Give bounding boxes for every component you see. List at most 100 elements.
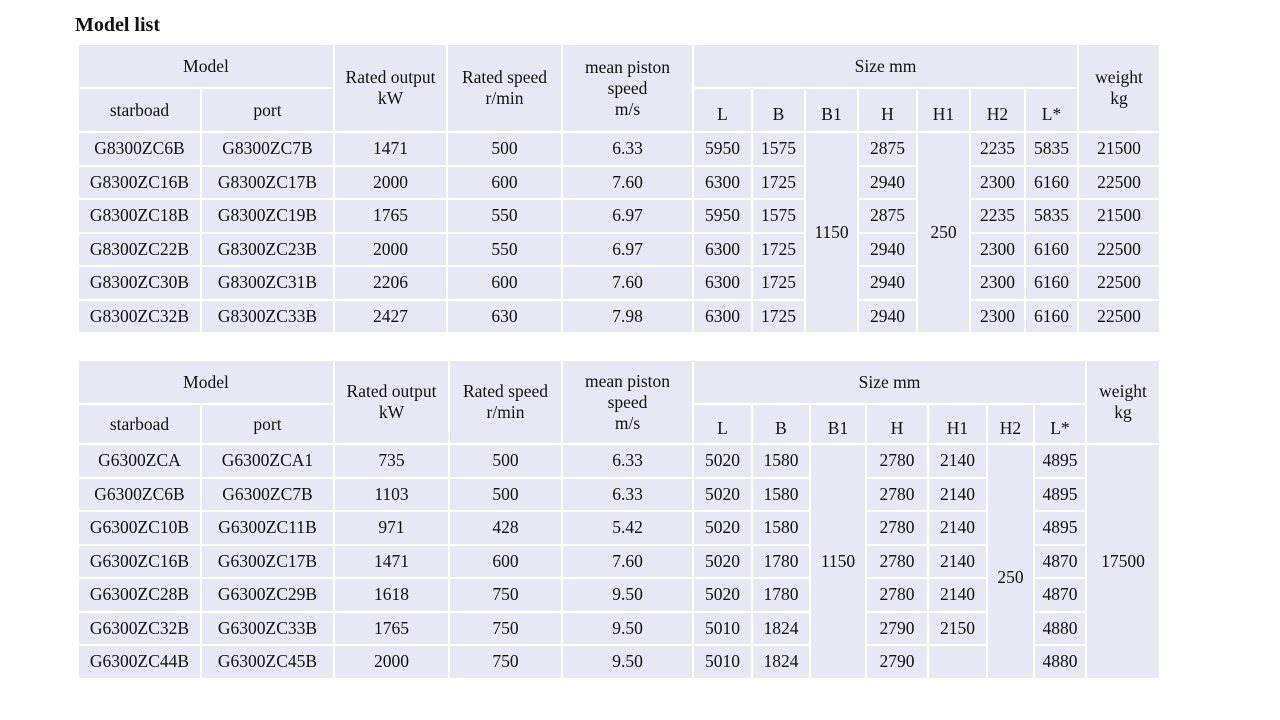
- table-row: G6300ZC44B G6300ZC45B 2000 750 9.50 5010…: [77, 644, 1160, 680]
- cell-starboard: G8300ZC16B: [77, 164, 202, 200]
- table-row: G8300ZC32B G8300ZC33B 2427 630 7.98 6300…: [77, 298, 1161, 334]
- header-H: H: [865, 403, 929, 445]
- header-L: L: [692, 403, 753, 445]
- cell-kw: 2000: [333, 644, 450, 680]
- cell-B: 1575: [751, 198, 806, 234]
- cell-kw: 2427: [333, 298, 448, 334]
- header-B1: B1: [804, 87, 859, 133]
- header-rated-speed: Rated speed r/min: [448, 359, 563, 445]
- header-model: Model: [77, 43, 335, 89]
- cell-rpm: 750: [448, 577, 563, 613]
- cell-B: 1725: [751, 265, 806, 301]
- header-port: port: [200, 403, 335, 445]
- cell-kg: 21500: [1077, 131, 1161, 167]
- cell-rpm: 428: [448, 510, 563, 546]
- cell-starboard: G6300ZCA: [77, 443, 202, 479]
- cell-H1: 2140: [927, 543, 988, 579]
- cell-kg: 22500: [1077, 164, 1161, 200]
- header-H1: H1: [916, 87, 971, 133]
- cell-rpm: 550: [446, 198, 563, 234]
- cell-starboard: G6300ZC32B: [77, 610, 202, 646]
- table-row: G6300ZC16B G6300ZC17B 1471 600 7.60 5020…: [77, 543, 1160, 579]
- header-size: Size mm: [692, 43, 1079, 89]
- cell-L: 5020: [692, 543, 753, 579]
- header-port: port: [200, 87, 335, 133]
- cell-H: 2790: [865, 610, 929, 646]
- cell-B: 1725: [751, 231, 806, 267]
- cell-rpm: 500: [448, 443, 563, 479]
- cell-starboard: G6300ZC16B: [77, 543, 202, 579]
- cell-rpm: 600: [448, 543, 563, 579]
- cell-ms: 7.60: [561, 265, 694, 301]
- cell-kw: 735: [333, 443, 450, 479]
- model-table-g8300: Model Rated output kW Rated speed r/min me…: [77, 43, 1161, 334]
- table-row: G6300ZC6B G6300ZC7B 1103 500 6.33 5020 1…: [77, 476, 1160, 512]
- header-L: L: [692, 87, 753, 133]
- header-B: B: [751, 87, 806, 133]
- cell-Lstar: 6160: [1024, 298, 1079, 334]
- cell-H1: 2140: [927, 443, 988, 479]
- cell-port: G6300ZC11B: [200, 510, 335, 546]
- cell-ms: 7.60: [561, 164, 694, 200]
- cell-Lstar: 6160: [1024, 231, 1079, 267]
- cell-port: G8300ZC19B: [200, 198, 335, 234]
- cell-rpm: 600: [446, 164, 563, 200]
- table-row: G8300ZC22B G8300ZC23B 2000 550 6.97 6300…: [77, 231, 1161, 267]
- cell-H: 2940: [857, 164, 918, 200]
- cell-Lstar: 4870: [1033, 543, 1087, 579]
- cell-kw: 1618: [333, 577, 450, 613]
- cell-L: 6300: [692, 164, 753, 200]
- header-weight: weight kg: [1077, 43, 1161, 133]
- cell-L: 5020: [692, 443, 753, 479]
- header-rated-speed: Rated speed r/min: [446, 43, 563, 133]
- cell-Lstar: 4895: [1033, 510, 1087, 546]
- cell-H2: 2235: [969, 198, 1026, 234]
- cell-L: 6300: [692, 265, 753, 301]
- cell-port: G8300ZC7B: [200, 131, 335, 167]
- cell-ms: 6.97: [561, 198, 694, 234]
- cell-ms: 6.97: [561, 231, 694, 267]
- cell-H2: 2300: [969, 265, 1026, 301]
- cell-B: 1824: [751, 610, 811, 646]
- cell-kw: 971: [333, 510, 450, 546]
- cell-L: 6300: [692, 231, 753, 267]
- cell-starboard: G6300ZC28B: [77, 577, 202, 613]
- cell-H1: 2140: [927, 510, 988, 546]
- table-row: G8300ZC18B G8300ZC19B 1765 550 6.97 5950…: [77, 198, 1161, 234]
- cell-L: 6300: [692, 298, 753, 334]
- cell-L: 5010: [692, 644, 753, 680]
- cell-L: 5020: [692, 577, 753, 613]
- cell-L: 5020: [692, 476, 753, 512]
- cell-ms: 6.33: [561, 443, 694, 479]
- cell-H: 2940: [857, 265, 918, 301]
- cell-rpm: 750: [448, 644, 563, 680]
- cell-Lstar: 4880: [1033, 610, 1087, 646]
- cell-B: 1575: [751, 131, 806, 167]
- cell-L: 5950: [692, 131, 753, 167]
- cell-H: 2940: [857, 298, 918, 334]
- cell-kw: 2000: [333, 231, 448, 267]
- cell-H: 2780: [865, 443, 929, 479]
- cell-B: 1580: [751, 443, 811, 479]
- cell-rpm: 600: [446, 265, 563, 301]
- header-mean-piston-speed: mean piston speed m/s: [561, 43, 694, 133]
- header-rated-output: Rated output kW: [333, 359, 450, 445]
- cell-starboard: G8300ZC30B: [77, 265, 202, 301]
- header-size: Size mm: [692, 359, 1087, 405]
- cell-kw: 1471: [333, 543, 450, 579]
- cell-B: 1580: [751, 510, 811, 546]
- cell-rpm: 630: [446, 298, 563, 334]
- header-Lstar: L*: [1033, 403, 1087, 445]
- header-mean-piston-speed: mean piston speed m/s: [561, 359, 694, 445]
- cell-Lstar: 4895: [1033, 443, 1087, 479]
- cell-H1: 2140: [927, 476, 988, 512]
- cell-port: G8300ZC17B: [200, 164, 335, 200]
- cell-rpm: 550: [446, 231, 563, 267]
- cell-ms: 7.98: [561, 298, 694, 334]
- cell-Lstar: 5835: [1024, 198, 1079, 234]
- cell-L: 5020: [692, 510, 753, 546]
- cell-starboard: G8300ZC32B: [77, 298, 202, 334]
- cell-starboard: G6300ZC10B: [77, 510, 202, 546]
- header-H: H: [857, 87, 918, 133]
- cell-weight-merged: 17500: [1085, 443, 1161, 680]
